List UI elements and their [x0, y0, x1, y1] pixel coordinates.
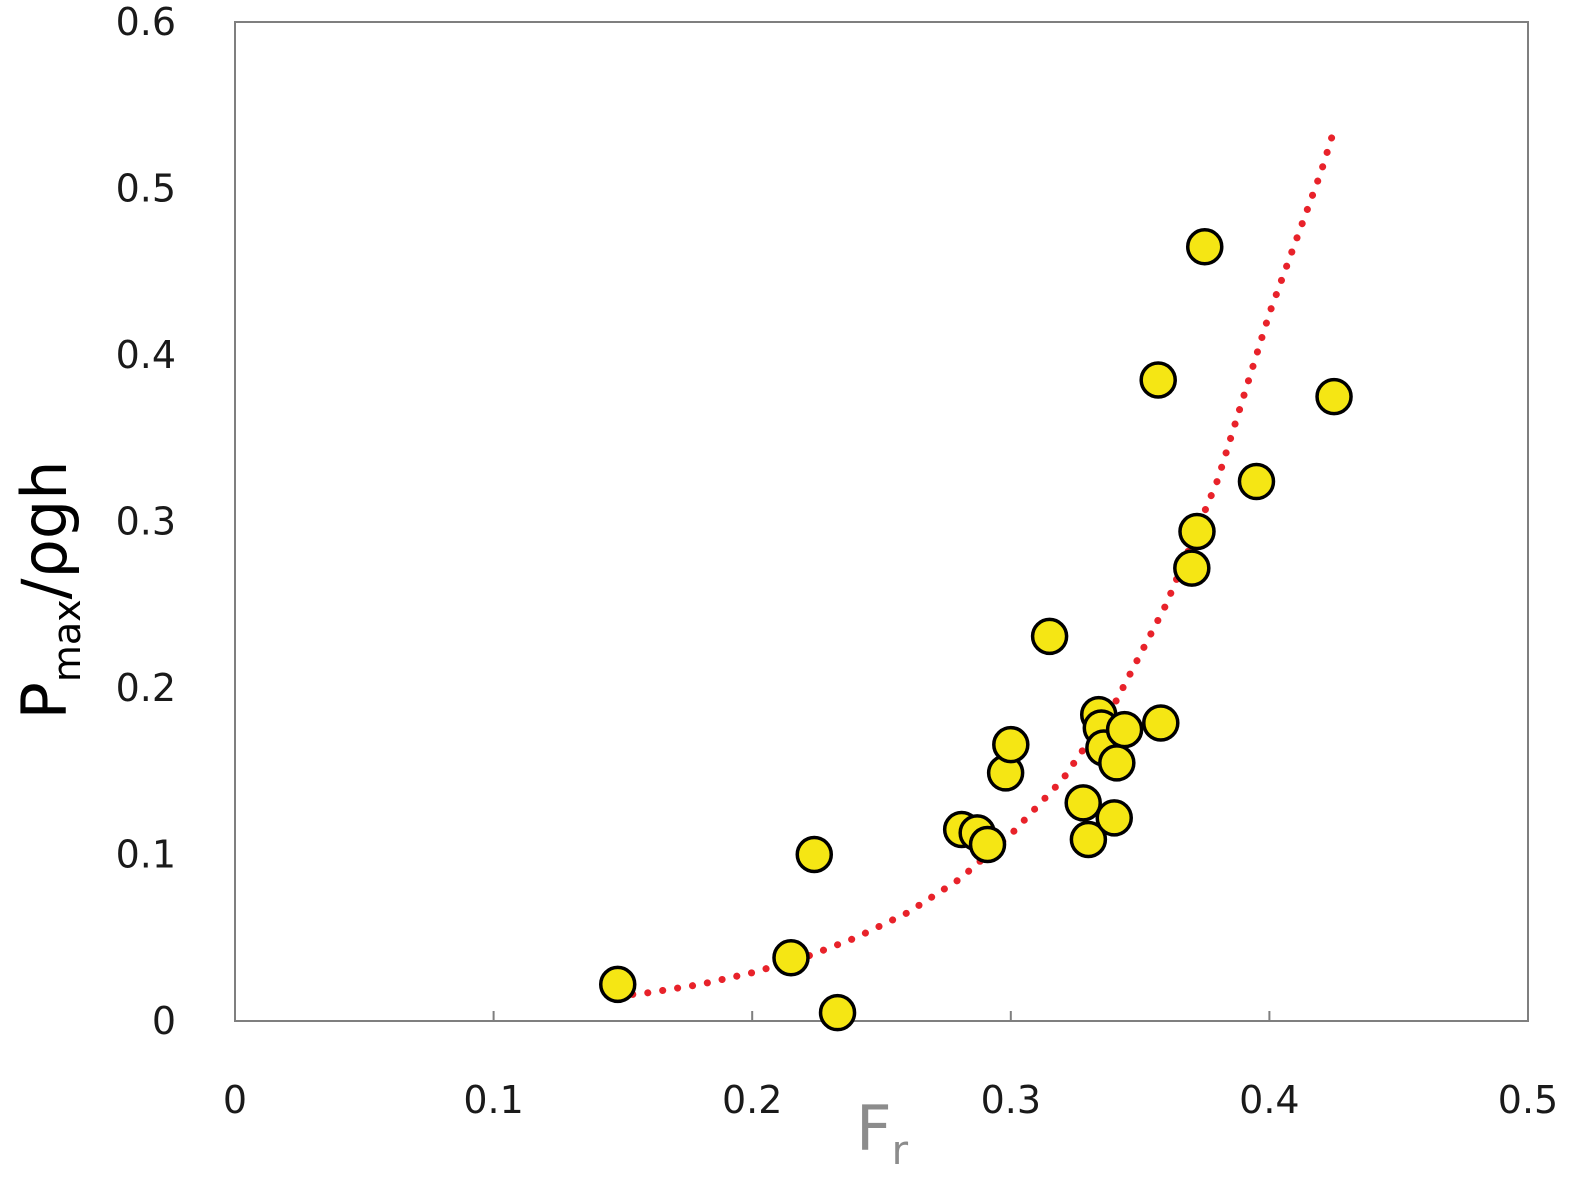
trendline: [614, 126, 1338, 1000]
data-point: [1178, 512, 1216, 551]
y-tick-label: 0.6: [116, 0, 176, 44]
y-tick-label: 0.5: [116, 167, 176, 211]
y-axis-label-main: P: [8, 682, 81, 719]
data-point: [1030, 617, 1069, 656]
y-axis-label-rest: /ρgh: [8, 460, 81, 599]
data-point: [1095, 799, 1133, 837]
data-point: [1098, 744, 1136, 782]
x-axis-tick-labels: 0 0.1 0.2 0.3 0.4 0.5: [223, 1078, 1558, 1122]
y-tick-label: 0.2: [116, 666, 176, 710]
x-tick-label: 0: [223, 1078, 247, 1122]
x-axis-ticks: [492, 1011, 1271, 1021]
data-point: [1139, 361, 1177, 399]
data-point: [795, 835, 834, 874]
x-tick-label: 0.2: [722, 1078, 782, 1122]
data-point: [772, 938, 810, 977]
data-point: [1064, 784, 1102, 822]
x-axis-label: Fr: [856, 1092, 909, 1174]
x-tick-label: 0.3: [981, 1078, 1041, 1122]
data-point: [1105, 710, 1144, 749]
plot-area-frame: [234, 21, 1529, 1022]
x-tick-label: 0.5: [1498, 1078, 1558, 1122]
y-tick-label: 0.3: [116, 500, 176, 544]
y-axis-label: Pmax/ρgh: [8, 460, 89, 719]
trendline-path: [614, 126, 1338, 1000]
data-point: [1237, 462, 1276, 501]
y-axis-tick-labels: 0 0.1 0.2 0.3 0.4 0.5 0.6: [116, 0, 176, 1043]
data-points: [598, 228, 1353, 1032]
data-point: [1173, 549, 1211, 587]
y-tick-label: 0.4: [116, 333, 176, 377]
x-tick-label: 0.1: [463, 1078, 523, 1122]
y-axis-label-sub: max: [45, 599, 89, 682]
data-point: [992, 725, 1030, 764]
data-point: [1069, 820, 1108, 859]
x-axis-label-sub: r: [892, 1128, 909, 1174]
y-tick-label: 0: [152, 999, 176, 1043]
data-point: [968, 825, 1007, 864]
data-point: [1315, 377, 1353, 416]
data-point: [818, 993, 857, 1032]
data-point: [1142, 704, 1180, 742]
y-tick-label: 0.1: [116, 833, 176, 877]
x-axis-label-main: F: [856, 1092, 892, 1165]
data-point: [598, 965, 637, 1004]
data-point: [1186, 228, 1224, 266]
x-tick-label: 0.4: [1239, 1078, 1299, 1122]
